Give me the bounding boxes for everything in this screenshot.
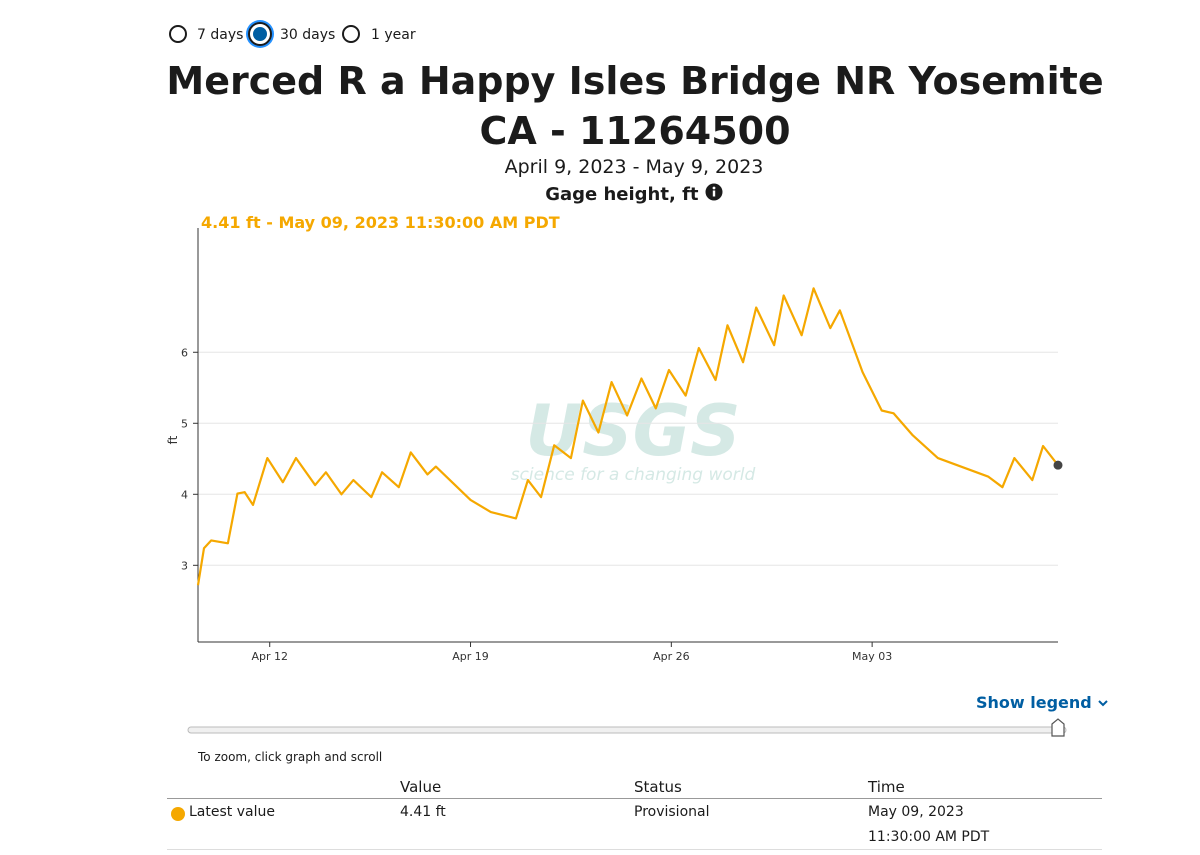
radio-label[interactable]: 7 days	[197, 27, 244, 43]
latest-point	[1053, 460, 1063, 470]
chevron	[1098, 700, 1109, 707]
zoom-hint: To zoom, click graph and scroll	[198, 750, 383, 764]
status-cell: Provisional	[634, 804, 710, 820]
watermark-logo: USGS	[525, 390, 740, 472]
table-rule	[167, 849, 1102, 850]
time-cell: May 09, 2023	[868, 804, 964, 820]
radio-30-days[interactable]	[250, 24, 270, 44]
y-tick-label: 6	[181, 346, 188, 359]
period: April 9, 2023 - May 9, 2023	[504, 156, 764, 178]
radio-7-days[interactable]	[169, 25, 187, 43]
column-header: Time	[868, 778, 905, 796]
x-tick-label: Apr 12	[251, 650, 288, 663]
latest-annotation: 4.41 ft - May 09, 2023 11:30:00 AM PDT	[201, 213, 560, 232]
range-slider[interactable]	[180, 718, 1080, 742]
y-axis-label: ft	[166, 435, 180, 444]
x-tick-label: Apr 19	[452, 650, 489, 663]
value-cell: 4.41 ft	[400, 804, 446, 820]
row-label: Latest value	[189, 804, 275, 820]
y-tick-label: 3	[181, 559, 188, 572]
info-icon[interactable]	[705, 183, 723, 201]
column-header: Status	[634, 778, 682, 796]
y-tick-label: 5	[181, 417, 188, 430]
data-line	[196, 287, 1059, 586]
watermark-tagline: science for a changing world	[511, 465, 756, 485]
series-swatch	[171, 807, 185, 821]
column-header: Value	[400, 778, 442, 796]
x-tick-label: May 03	[852, 650, 892, 663]
y-tick-label: 4	[181, 488, 188, 501]
radio-label[interactable]: 1 year	[371, 27, 416, 43]
radio-label[interactable]: 30 days	[280, 27, 336, 43]
page-title: Merced R a Happy Isles Bridge NR Yosemit…	[166, 59, 1104, 153]
parameter: Gage height, ft	[0, 183, 1200, 205]
legend-toggle-text[interactable]: Show legend	[976, 693, 1092, 712]
parameter-name: Gage height, ft	[545, 184, 699, 205]
radio-1-year[interactable]	[342, 25, 360, 43]
legend-toggle[interactable]: Show legend	[976, 693, 1109, 712]
table-rule	[167, 798, 1102, 799]
x-tick-label: Apr 26	[653, 650, 690, 663]
time-cell: 11:30:00 AM PDT	[868, 829, 990, 845]
